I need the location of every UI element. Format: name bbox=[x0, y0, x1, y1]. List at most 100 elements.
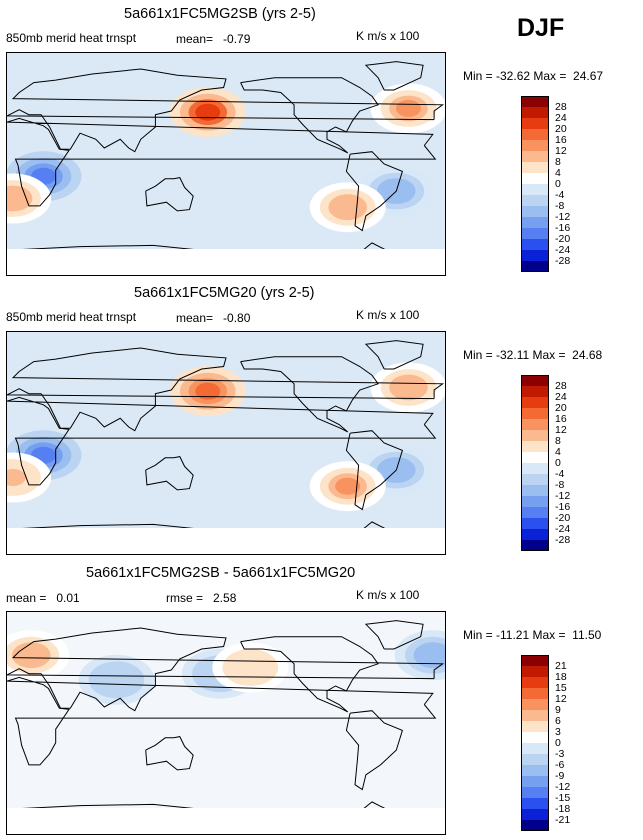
colorbar-swatch bbox=[521, 140, 549, 151]
colorbar-swatch bbox=[521, 776, 549, 787]
colorbar-swatch bbox=[521, 452, 549, 463]
colorbar-label: -20 bbox=[555, 233, 571, 245]
heat-contour-north-atlantic bbox=[396, 100, 421, 117]
colorbar-swatch bbox=[521, 250, 549, 261]
colorbar-label: 8 bbox=[555, 156, 561, 168]
colorbar-swatch bbox=[521, 173, 549, 184]
colorbar-swatch bbox=[521, 206, 549, 217]
coastline bbox=[7, 627, 445, 712]
coastline bbox=[240, 77, 379, 154]
colorbar-swatch bbox=[521, 474, 549, 485]
panel3-mean: mean = 0.01 bbox=[6, 591, 80, 605]
colorbar-label: 21 bbox=[555, 660, 567, 672]
colorbar-swatch bbox=[521, 96, 549, 107]
map-background bbox=[7, 332, 445, 554]
panel3-minmax: Min = -11.21 Max = 11.50 bbox=[463, 628, 602, 642]
coastline bbox=[7, 396, 437, 486]
colorbar-swatch bbox=[521, 162, 549, 173]
panel2-variable-label: 850mb merid heat trnspt bbox=[6, 310, 137, 324]
colorbar-swatch bbox=[521, 386, 549, 397]
antarctica-mask bbox=[7, 808, 445, 834]
coastline bbox=[364, 620, 424, 650]
heat-contour-central-asia bbox=[104, 671, 129, 689]
colorbar-label: 9 bbox=[555, 704, 561, 716]
colorbar-label: -18 bbox=[555, 803, 571, 815]
colorbar-label: -4 bbox=[555, 189, 565, 201]
panel3-map bbox=[6, 611, 446, 835]
colorbar-label: 3 bbox=[555, 726, 561, 738]
colorbar-swatch bbox=[521, 666, 549, 677]
heat-contour-europe bbox=[18, 646, 44, 664]
colorbar-label: -4 bbox=[555, 468, 565, 480]
colorbar-label: 20 bbox=[555, 123, 567, 135]
colorbar-label: -12 bbox=[555, 490, 571, 502]
colorbar-label: 24 bbox=[555, 112, 567, 124]
colorbar-swatch bbox=[521, 107, 549, 118]
heat-contour-south-pacific bbox=[335, 477, 361, 495]
colorbar-swatch bbox=[521, 375, 549, 386]
colorbar-swatch bbox=[521, 732, 549, 743]
coastline bbox=[7, 801, 445, 834]
colorbar-swatch bbox=[521, 699, 549, 710]
colorbar-label: -16 bbox=[555, 222, 571, 234]
colorbar-swatch bbox=[521, 184, 549, 195]
colorbar-swatch bbox=[521, 397, 549, 408]
coastline bbox=[240, 356, 379, 433]
colorbar-swatch bbox=[521, 655, 549, 666]
panel2-minmax: Min = -32.11 Max = 24.68 bbox=[463, 348, 603, 362]
coastline bbox=[7, 521, 445, 554]
antarctica-mask bbox=[7, 528, 445, 554]
coastline bbox=[364, 61, 424, 91]
colorbar-swatch bbox=[521, 710, 549, 721]
season-label: DJF bbox=[517, 14, 565, 42]
panel1-map bbox=[6, 52, 446, 276]
colorbar-label: -24 bbox=[555, 523, 571, 535]
colorbar-label: 12 bbox=[555, 145, 567, 157]
colorbar-swatch bbox=[521, 496, 549, 507]
colorbar-label: 4 bbox=[555, 446, 561, 458]
colorbar-label: 0 bbox=[555, 457, 561, 469]
panel1-mean: mean= -0.79 bbox=[176, 32, 251, 46]
panel3-units: K m/s x 100 bbox=[356, 588, 420, 602]
map-background bbox=[7, 612, 445, 834]
colorbar-swatch bbox=[521, 463, 549, 474]
colorbar-swatch bbox=[521, 485, 549, 496]
colorbar-label: -16 bbox=[555, 501, 571, 513]
colorbar-label: -15 bbox=[555, 792, 571, 804]
colorbar-swatch bbox=[521, 151, 549, 162]
colorbar-label: 12 bbox=[555, 693, 567, 705]
colorbar-swatch bbox=[521, 239, 549, 250]
colorbar-label: -24 bbox=[555, 244, 571, 256]
panel2-mean: mean= -0.80 bbox=[176, 311, 251, 325]
heat-contour-southern-africa-west bbox=[7, 190, 26, 207]
colorbar-swatch bbox=[521, 809, 549, 820]
coastline bbox=[145, 456, 194, 491]
colorbar-label: -12 bbox=[555, 781, 571, 793]
panel3-map-svg bbox=[7, 612, 445, 834]
colorbar-label: 16 bbox=[555, 413, 567, 425]
colorbar-swatch bbox=[521, 798, 549, 809]
colorbar-swatch bbox=[521, 721, 549, 732]
map-background bbox=[7, 53, 445, 275]
coastline bbox=[364, 340, 424, 370]
colorbar-swatch bbox=[521, 529, 549, 540]
colorbar-label: -21 bbox=[555, 814, 571, 826]
panel3-rmse: rmse = 2.58 bbox=[166, 591, 237, 605]
colorbar-label: -28 bbox=[555, 255, 571, 267]
panel1-units: K m/s x 100 bbox=[356, 29, 420, 43]
colorbar-label: 0 bbox=[555, 178, 561, 190]
heat-contour-north-atlantic bbox=[420, 646, 445, 664]
colorbar-label: -28 bbox=[555, 534, 571, 546]
colorbar-swatch bbox=[521, 688, 549, 699]
colorbar-swatch bbox=[521, 228, 549, 239]
antarctica-mask bbox=[7, 249, 445, 275]
coastline bbox=[240, 636, 379, 713]
colorbar-label: -12 bbox=[555, 211, 571, 223]
colorbar-swatch bbox=[521, 540, 549, 551]
coastline bbox=[7, 117, 437, 207]
colorbar-label: 20 bbox=[555, 402, 567, 414]
panel2-title: 5a661x1FC5MG20 (yrs 2-5) bbox=[134, 285, 315, 301]
colorbar-label: -3 bbox=[555, 748, 565, 760]
colorbar-label: -8 bbox=[555, 479, 565, 491]
heat-contour-south-pacific bbox=[335, 198, 361, 216]
